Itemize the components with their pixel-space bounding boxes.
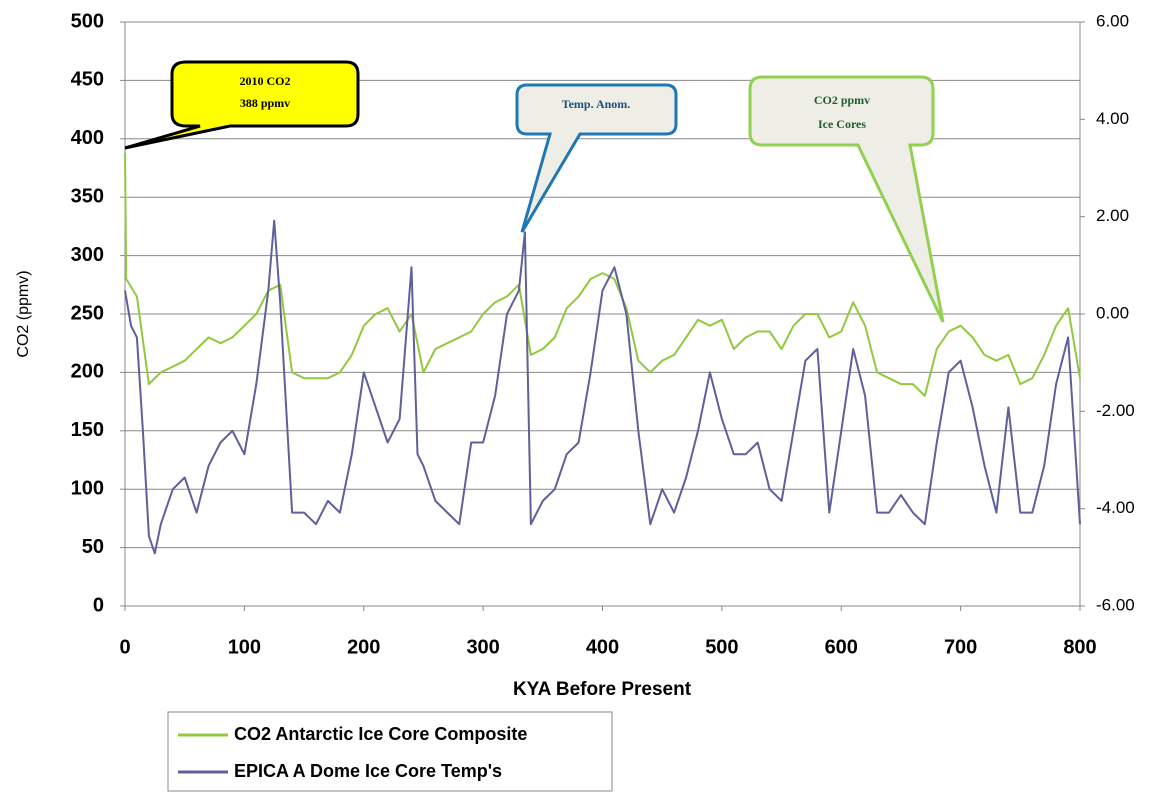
y-axis-label: CO2 (ppmv) [15,270,32,357]
x-tick-label: 700 [944,636,977,658]
x-axis-label: KYA Before Present [513,679,692,700]
legend-box [167,711,613,792]
y-tick-label: 250 [71,302,104,324]
legend-label: EPICA A Dome Ice Core Temp's [234,761,502,781]
y2-tick-label: 0.00 [1096,303,1129,322]
y-tick-label: 300 [71,244,104,266]
callout-box [515,83,678,233]
y2-tick-label: -6.00 [1096,595,1135,614]
y-tick-label: 150 [71,419,104,441]
y2-tick-label: 2.00 [1096,206,1129,225]
callout-box [124,60,360,150]
x-tick-label: 300 [466,636,499,658]
x-tick-label: 400 [586,636,619,658]
callout-text: Temp. Anom. [562,97,631,111]
y-tick-label: 450 [71,69,104,91]
series-line [124,219,1081,555]
y-tick-label: 500 [71,10,104,32]
callout-text: 2010 CO2 [240,74,291,88]
callout: 2010 CO2 388 ppmv [124,60,360,150]
callout-text: 388 ppmv [240,96,290,110]
x-tick-label: 100 [228,636,261,658]
callout: CO2 ppmv Ice Cores [748,75,945,323]
x-tick-label: 200 [347,636,380,658]
callout: Temp. Anom. [515,83,678,233]
y2-tick-label: -2.00 [1096,401,1135,420]
callout-text: CO2 ppmv [814,93,870,107]
legend: CO2 Antarctic Ice Core Composite EPICA A … [167,711,613,792]
y-tick-label: 0 [93,594,104,616]
series-line [124,152,1081,397]
y-tick-label: 350 [71,185,104,207]
y2-tick-label: 6.00 [1096,11,1129,30]
x-tick-label: 0 [119,636,130,658]
legend-label: CO2 Antarctic Ice Core Composite [234,724,527,744]
x-tick-label: 600 [825,636,858,658]
y-tick-label: 200 [71,361,104,383]
y-tick-label: 400 [71,127,104,149]
callout-box [748,75,945,323]
x-tick-label: 500 [705,636,738,658]
y2-tick-label: -4.00 [1096,498,1135,517]
x-tick-label: 800 [1063,636,1096,658]
y-tick-label: 50 [82,536,104,558]
y-tick-label: 100 [71,477,104,499]
plot-area: 0 50 100 150 200 250 300 350 400 450 500 -6.00 -4.00… [71,10,1135,658]
callout-text: Ice Cores [818,117,866,131]
y2-tick-label: 4.00 [1096,109,1129,128]
